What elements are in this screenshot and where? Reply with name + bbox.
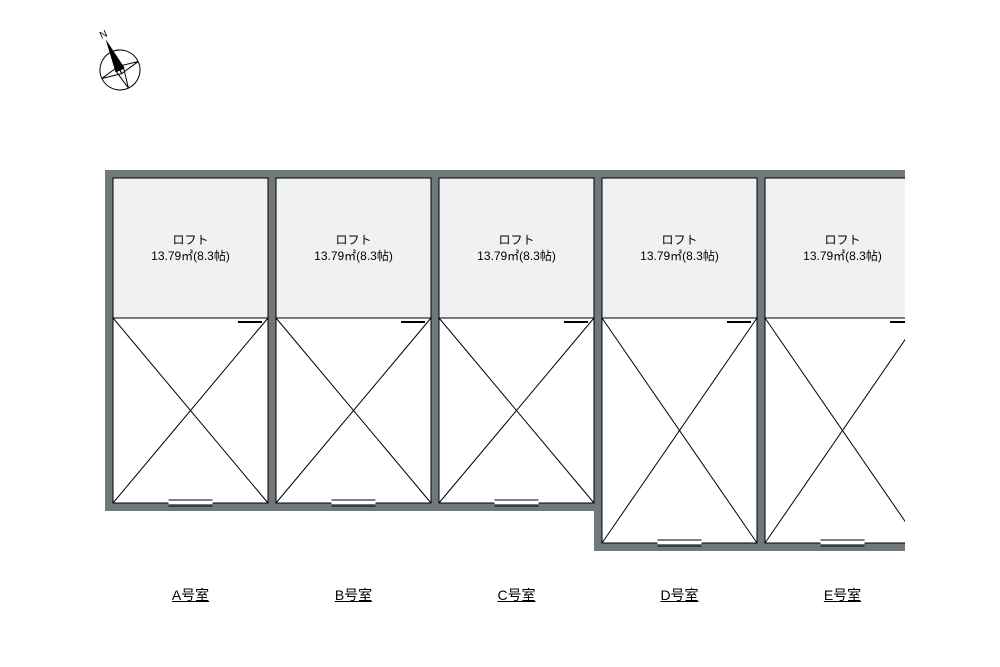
loft-title: ロフト (824, 233, 860, 247)
loft-area: 13.79㎡(8.3帖) (151, 248, 230, 263)
loft-title: ロフト (172, 233, 208, 247)
unit-label-C: C号室 (487, 585, 547, 605)
loft-area: 13.79㎡(8.3帖) (477, 248, 556, 263)
unit-label-D: D号室 (650, 585, 710, 605)
unit-label-E: E号室 (813, 585, 873, 605)
loft-area: 13.79㎡(8.3帖) (803, 248, 882, 263)
loft-title: ロフト (498, 233, 534, 247)
loft-area: 13.79㎡(8.3帖) (314, 248, 393, 263)
compass-rose: N (80, 30, 160, 115)
svg-text:N: N (98, 30, 109, 42)
loft-area: 13.79㎡(8.3帖) (640, 248, 719, 263)
loft-title: ロフト (335, 233, 371, 247)
loft-title: ロフト (661, 233, 697, 247)
floor-plan: ロフト13.79㎡(8.3帖)ロフト13.79㎡(8.3帖)ロフト13.79㎡(… (105, 170, 905, 575)
unit-label-B: B号室 (324, 585, 384, 605)
unit-label-A: A号室 (161, 585, 221, 605)
